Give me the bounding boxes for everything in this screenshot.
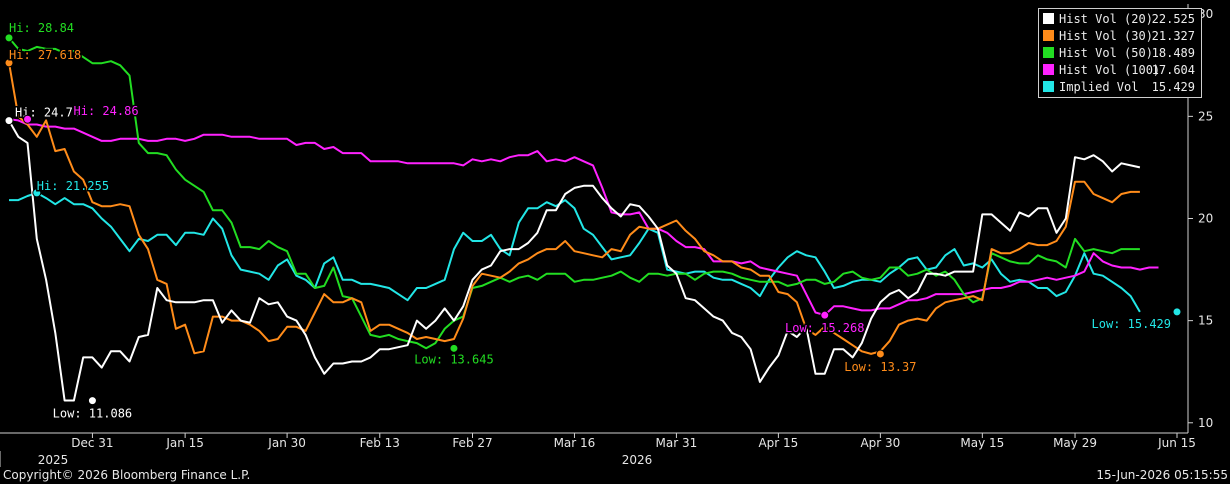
legend-label: Hist Vol (30) — [1059, 29, 1153, 43]
annotation-marker — [32, 188, 42, 198]
hi-low-annotations: Hi: 24.792 Low: 11.086 Hi: 27.618 Low: 13.3… — [4, 19, 1182, 422]
legend-entry-hist-vol-20: Hist Vol (20) 22.525 — [1043, 11, 1197, 27]
annotation-label: Low: 15.429 — [1092, 317, 1171, 331]
annotation-label: Low: 13.37 — [844, 360, 916, 374]
legend-label: Hist Vol (50) — [1059, 46, 1153, 60]
x-tick-label: Jan 30 — [267, 436, 306, 450]
x-tick-label: Feb 13 — [360, 436, 400, 450]
legend-swatch — [1043, 81, 1054, 92]
legend-value: 22.525 — [1151, 12, 1195, 26]
legend-value: 18.489 — [1151, 46, 1195, 60]
legend-entry-implied-vol: Implied Vol 15.429 — [1043, 79, 1197, 95]
y-tick-label: 25 — [1198, 109, 1213, 123]
annotation-marker — [4, 116, 14, 126]
series-line-hist-vol-50 — [8, 37, 1140, 350]
legend-entry-hist-vol-50: Hist Vol (50) 18.489 — [1043, 45, 1197, 61]
legend-value: 17.604 — [1151, 63, 1195, 77]
legend-label: Implied Vol — [1059, 80, 1139, 94]
legend-value: 21.327 — [1151, 29, 1195, 43]
annotation-marker — [87, 396, 97, 406]
x-tick-label: May 15 — [960, 436, 1004, 450]
series-line-hist-vol-100 — [8, 118, 1159, 317]
copyright-text: Copyright© 2026 Bloomberg Finance L.P. — [3, 468, 251, 482]
legend-label: Hist Vol (100) — [1059, 63, 1161, 77]
x-tick-label: Mar 16 — [554, 436, 596, 450]
annotation-marker — [1172, 307, 1182, 317]
x-tick-label: Dec 31 — [71, 436, 113, 450]
year-label: 2026 — [622, 453, 653, 467]
series-line-hist-vol-20 — [8, 120, 1141, 402]
annotation-label: Low: 15.268 — [785, 321, 864, 335]
legend-label: Hist Vol (20) — [1059, 12, 1153, 26]
legend-swatch — [1043, 47, 1054, 58]
y-tick-label: 15 — [1198, 314, 1213, 328]
annotation-label: Hi: 21.255 — [37, 179, 109, 193]
legend-swatch — [1043, 13, 1054, 24]
year-label: 2025 — [38, 453, 69, 467]
annotation-label: Hi: 28.84 — [9, 21, 74, 35]
series-lines — [8, 37, 1159, 402]
annotation-marker — [4, 58, 14, 68]
legend-swatch — [1043, 30, 1054, 41]
y-tick-label: 20 — [1198, 212, 1213, 226]
annotation-marker — [820, 310, 830, 320]
annotation-label: Hi: 24.86 — [74, 104, 139, 118]
chart-legend: Hist Vol (20) 22.525 Hist Vol (30) 21.32… — [1038, 8, 1202, 98]
x-tick-label: Feb 27 — [452, 436, 492, 450]
x-tick-label: Jan 15 — [165, 436, 204, 450]
legend-swatch — [1043, 64, 1054, 75]
x-tick-label: May 29 — [1053, 436, 1097, 450]
x-tick-label: Mar 31 — [656, 436, 698, 450]
annotation-label: Low: 11.086 — [53, 407, 132, 421]
y-tick-label: 10 — [1198, 416, 1213, 430]
legend-entry-hist-vol-30: Hist Vol (30) 21.327 — [1043, 28, 1197, 44]
annotation-marker — [875, 349, 885, 359]
x-tick-label: Apr 30 — [860, 436, 900, 450]
annotation-label: Hi: 24.792 — [15, 106, 87, 120]
legend-value: 15.429 — [1151, 80, 1195, 94]
annotation-marker — [449, 343, 459, 353]
series-line-implied-vol — [9, 191, 1141, 313]
legend-entry-hist-vol-100: Hist Vol (100) 17.604 — [1043, 62, 1197, 78]
annotation-label: Low: 13.645 — [414, 352, 493, 366]
annotation-label: Hi: 27.618 — [9, 48, 81, 62]
timestamp-text: 15-Jun-2026 05:15:55 — [1096, 468, 1228, 482]
annotation-marker — [23, 114, 33, 124]
x-tick-label: Apr 15 — [758, 436, 798, 450]
x-tick-label: Jun 15 — [1157, 436, 1196, 450]
annotation-marker — [4, 33, 14, 43]
series-line-hist-vol-30 — [8, 62, 1140, 355]
